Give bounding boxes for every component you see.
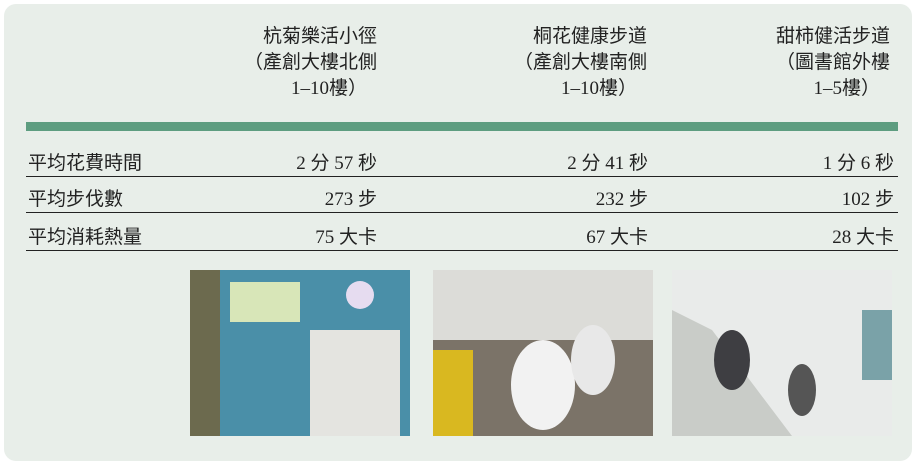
photo xyxy=(672,270,892,436)
cell-value: 2 分 41 秒 xyxy=(567,148,648,175)
photo xyxy=(433,270,653,436)
header-line: 1–10樓） xyxy=(454,76,647,102)
panel: 杭菊樂活小徑 （產創大樓北側 1–10樓） 桐花健康步道 （產創大樓南側 1–1… xyxy=(4,4,912,461)
cell-value: 75 大卡 xyxy=(315,222,377,249)
header-line: 杭菊樂活小徑 xyxy=(184,24,377,50)
photo xyxy=(190,270,410,436)
cell-value: 28 大卡 xyxy=(832,222,894,249)
cell-value: 67 大卡 xyxy=(586,222,648,249)
cell-value: 1 分 6 秒 xyxy=(823,148,894,175)
header-line: （產創大樓北側 xyxy=(184,50,377,76)
cell-value: 102 步 xyxy=(842,184,894,211)
header-line: 甜柿健活步道 xyxy=(694,24,890,50)
cell-value: 2 分 57 秒 xyxy=(296,148,377,175)
column-header: 杭菊樂活小徑 （產創大樓北側 1–10樓） xyxy=(184,24,377,102)
cell-value: 232 步 xyxy=(596,184,648,211)
header-line: （產創大樓南側 xyxy=(454,50,647,76)
column-header: 甜柿健活步道 （圖書館外樓 1–5樓） xyxy=(694,24,890,102)
table-row: 平均消耗熱量 75 大卡 67 大卡 28 大卡 xyxy=(26,214,898,251)
column-header: 桐花健康步道 （產創大樓南側 1–10樓） xyxy=(454,24,647,102)
header-line: 1–5樓） xyxy=(694,76,890,102)
table-row: 平均花費時間 2 分 57 秒 2 分 41 秒 1 分 6 秒 xyxy=(26,140,898,177)
header-line: （圖書館外樓 xyxy=(694,50,890,76)
row-label: 平均步伐數 xyxy=(28,184,123,211)
row-label: 平均消耗熱量 xyxy=(28,222,142,249)
table-row: 平均步伐數 273 步 232 步 102 步 xyxy=(26,176,898,213)
row-label: 平均花費時間 xyxy=(28,148,142,175)
header-rule xyxy=(26,122,898,131)
cell-value: 273 步 xyxy=(325,184,377,211)
header-line: 1–10樓） xyxy=(184,76,377,102)
header-line: 桐花健康步道 xyxy=(454,24,647,50)
